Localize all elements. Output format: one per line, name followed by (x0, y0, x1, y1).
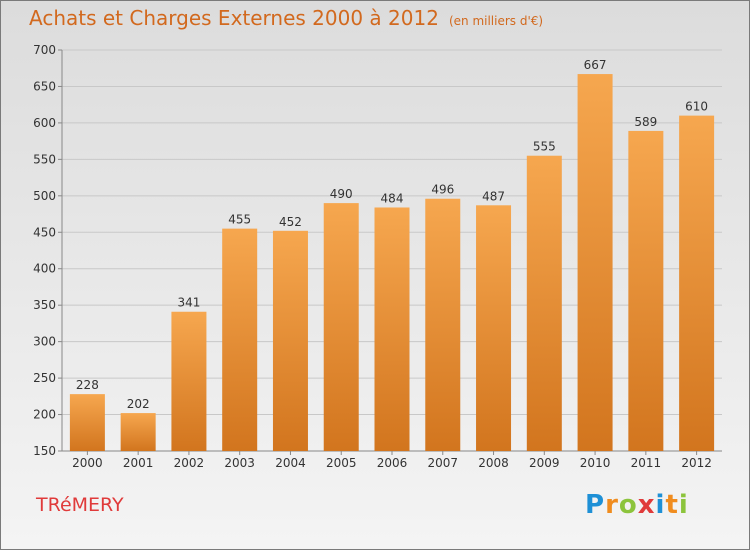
x-tick-label: 2011 (631, 456, 662, 470)
x-tick-label: 2004 (275, 456, 306, 470)
x-tick-label: 2006 (377, 456, 408, 470)
x-tick-label: 2007 (427, 456, 458, 470)
x-tick-label: 2000 (72, 456, 103, 470)
y-tick-label: 350 (33, 298, 56, 312)
commune-name: TRéMERY (36, 494, 124, 516)
bar (628, 130, 664, 452)
data-label: 487 (482, 189, 505, 203)
bar (577, 74, 613, 451)
data-label: 455 (228, 213, 251, 227)
bar (679, 115, 715, 452)
y-tick-label: 600 (33, 116, 56, 130)
bar (272, 230, 308, 451)
logo-letter: t (665, 490, 679, 520)
y-tick-label: 700 (33, 43, 56, 57)
chart-title: Achats et Charges Externes 2000 à 2012 (29, 6, 439, 30)
data-label: 496 (431, 183, 454, 197)
x-tick-label: 2009 (529, 456, 560, 470)
x-tick-label: 2010 (580, 456, 611, 470)
data-label: 555 (533, 140, 556, 154)
tick-labels: 150 200 250 300 350 400 450 500 550 600 650 700 2000… (33, 43, 712, 470)
x-tick-label: 2003 (224, 456, 255, 470)
y-tick-label: 450 (33, 225, 56, 239)
data-label: 667 (584, 58, 607, 72)
bar (526, 155, 562, 451)
y-tick-label: 150 (33, 444, 56, 458)
data-label: 228 (76, 378, 99, 392)
y-tick-label: 250 (33, 371, 56, 385)
bars (69, 74, 715, 452)
chart-subtitle: (en milliers d'€) (448, 14, 544, 28)
bar (374, 207, 410, 451)
logo-letter: P (585, 490, 606, 520)
y-tick-label: 650 (33, 79, 56, 93)
bar (120, 413, 156, 451)
logo-letter: i (655, 490, 666, 520)
logo-letter: o (618, 490, 638, 520)
y-tick-label: 550 (33, 152, 56, 166)
data-label: 484 (381, 191, 404, 205)
data-label: 341 (177, 296, 200, 310)
y-tick-label: 400 (33, 262, 56, 276)
proxiti-logo: Proxiti (585, 490, 689, 520)
logo-letter: r (605, 490, 619, 520)
x-tick-label: 2012 (681, 456, 712, 470)
bar (425, 198, 461, 451)
logo-letter: i (678, 490, 689, 520)
logo-letter: x (637, 490, 656, 520)
value-labels: 228 202 341 455 452 490 484 496 487 555 667 589 610 (76, 58, 708, 411)
bar (171, 311, 207, 451)
y-tick-label: 300 (33, 335, 56, 349)
x-tick-label: 2008 (478, 456, 509, 470)
data-label: 452 (279, 215, 302, 229)
bar (222, 228, 258, 451)
data-label: 490 (330, 187, 353, 201)
bar (323, 203, 359, 451)
x-tick-label: 2005 (326, 456, 357, 470)
data-label: 589 (634, 115, 657, 129)
x-tick-label: 2002 (174, 456, 205, 470)
bar (69, 394, 105, 451)
chart-title-block: Achats et Charges Externes 2000 à 2012 (e… (29, 6, 543, 30)
data-label: 202 (127, 397, 150, 411)
x-tick-label: 2001 (123, 456, 154, 470)
y-tick-label: 500 (33, 189, 56, 203)
y-tick-label: 200 (33, 408, 56, 422)
data-label: 610 (685, 100, 708, 114)
bar (476, 205, 512, 451)
